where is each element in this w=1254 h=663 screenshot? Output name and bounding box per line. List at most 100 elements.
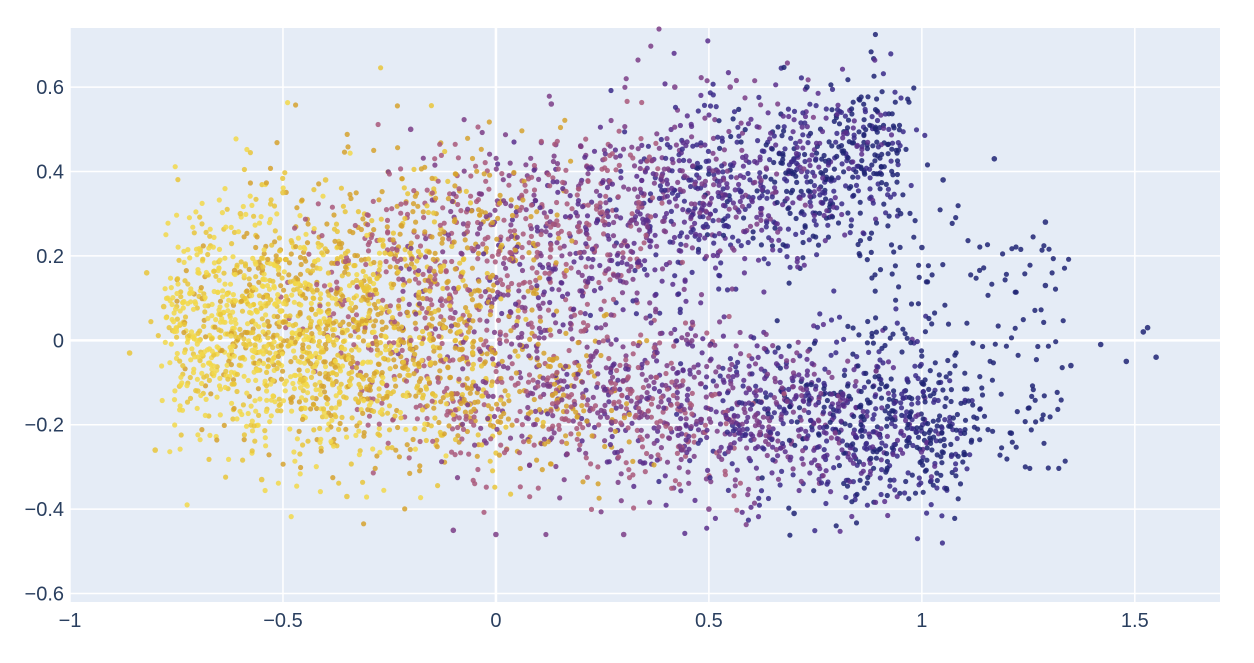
scatter-point (242, 432, 247, 437)
scatter-point (674, 371, 679, 376)
scatter-point (630, 472, 635, 477)
scatter-point (849, 223, 854, 228)
scatter-point (652, 441, 657, 446)
scatter-point (426, 210, 431, 215)
scatter-point (485, 416, 490, 421)
scatter-point (644, 159, 649, 164)
scatter-point (244, 288, 249, 293)
scatter-point (702, 116, 707, 121)
scatter-point (791, 129, 796, 134)
scatter-point (740, 422, 745, 427)
scatter-point (352, 295, 357, 300)
scatter-point (645, 360, 650, 365)
scatter-point (214, 437, 219, 442)
scatter-point (583, 311, 588, 316)
scatter-point (911, 85, 916, 90)
scatter-point (312, 259, 317, 264)
scatter-point (556, 287, 561, 292)
scatter-point (940, 387, 945, 392)
scatter-point (635, 290, 640, 295)
scatter-point (319, 250, 324, 255)
scatter-point (298, 311, 303, 316)
scatter-point (759, 228, 764, 233)
scatter-point (386, 441, 391, 446)
scatter-point (200, 201, 205, 206)
scatter-point (385, 230, 390, 235)
scatter-point (622, 129, 627, 134)
scatter-point (453, 172, 458, 177)
scatter-point (778, 482, 783, 487)
scatter-point (274, 253, 279, 258)
scatter-point (692, 454, 697, 459)
scatter-point (621, 184, 626, 189)
scatter-point (551, 222, 556, 227)
scatter-point (580, 204, 585, 209)
scatter-point (488, 436, 493, 441)
scatter-point (794, 161, 799, 166)
scatter-point (179, 432, 184, 437)
scatter-point (523, 189, 528, 194)
scatter-point (820, 200, 825, 205)
scatter-point (612, 361, 617, 366)
scatter-point (263, 488, 268, 493)
scatter-point (680, 260, 685, 265)
scatter-point (891, 452, 896, 457)
scatter-point (217, 197, 222, 202)
scatter-point (612, 243, 617, 248)
scatter-point (353, 433, 358, 438)
scatter-point (419, 166, 424, 171)
scatter-point (927, 430, 932, 435)
scatter-point (746, 240, 751, 245)
scatter-point (440, 205, 445, 210)
scatter-point (436, 179, 441, 184)
scatter-point (844, 443, 849, 448)
scatter-point (443, 453, 448, 458)
scatter-point (293, 102, 298, 107)
scatter-point (812, 457, 817, 462)
scatter-point (597, 263, 602, 268)
scatter-point (610, 434, 615, 439)
scatter-point (438, 266, 443, 271)
scatter-point (873, 406, 878, 411)
scatter-point (775, 221, 780, 226)
scatter-point (419, 341, 424, 346)
scatter-point (350, 415, 355, 420)
scatter-point (266, 301, 271, 306)
scatter-point (240, 355, 245, 360)
scatter-point (870, 114, 875, 119)
scatter-point (665, 181, 670, 186)
scatter-point (642, 240, 647, 245)
scatter-point (462, 117, 467, 122)
scatter-point (560, 387, 565, 392)
scatter-point (217, 376, 222, 381)
scatter-point (651, 462, 656, 467)
scatter-point (477, 357, 482, 362)
scatter-point (563, 331, 568, 336)
scatter-point (583, 388, 588, 393)
scatter-point (494, 237, 499, 242)
scatter-point (902, 414, 907, 419)
scatter-point (839, 212, 844, 217)
scatter-point (364, 494, 369, 499)
scatter-point (520, 197, 525, 202)
scatter-point (585, 397, 590, 402)
scatter-point (856, 129, 861, 134)
scatter-point (680, 378, 685, 383)
scatter-point (710, 168, 715, 173)
scatter-point (229, 225, 234, 230)
scatter-point (405, 310, 410, 315)
scatter-point (263, 435, 268, 440)
scatter-point (555, 139, 560, 144)
scatter-point (361, 338, 366, 343)
scatter-point (260, 348, 265, 353)
scatter-point (682, 173, 687, 178)
scatter-point (605, 252, 610, 257)
scatter-point (205, 316, 210, 321)
scatter-point (757, 170, 762, 175)
scatter-point (803, 203, 808, 208)
scatter-point (666, 435, 671, 440)
scatter-point (506, 183, 511, 188)
scatter-point (608, 427, 613, 432)
scatter-point (703, 179, 708, 184)
scatter-point (492, 485, 497, 490)
